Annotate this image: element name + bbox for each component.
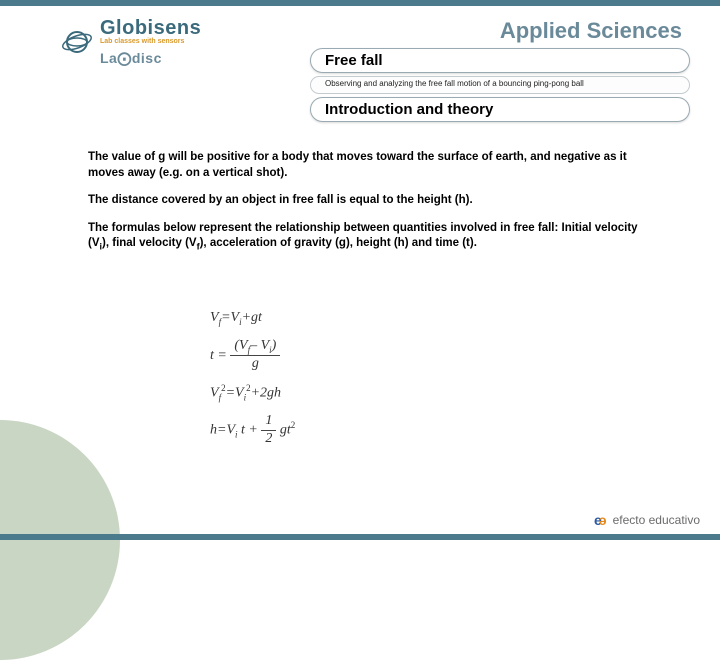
formula-1: Vf=Vi+gt — [210, 310, 295, 328]
subheading: Introduction and theory — [325, 101, 675, 118]
formula-2: t = (Vf– Vi) g — [210, 338, 295, 373]
footer-brand: efecto educativo — [613, 513, 700, 527]
ee-icon: eə — [594, 512, 607, 528]
brand-product: La⨀disc — [100, 51, 201, 65]
footer-logo: eə efecto educativo — [594, 512, 700, 528]
paragraph-3: The formulas below represent the relatio… — [88, 221, 660, 253]
section-label: Applied Sciences — [310, 18, 690, 44]
formula-3: Vf2=Vi2+2gh — [210, 383, 295, 403]
paragraph-1: The value of g will be positive for a bo… — [88, 150, 660, 181]
formula-4: h=Vi t + 1 2 gt2 — [210, 413, 295, 448]
footer-bar — [0, 534, 720, 540]
page-title: Free fall — [325, 52, 675, 69]
corner-decoration — [0, 420, 120, 660]
header-right: Applied Sciences Free fall Observing and… — [310, 18, 690, 125]
formula-block: Vf=Vi+gt t = (Vf– Vi) g Vf2=Vi2+2gh h=Vi… — [210, 310, 295, 458]
title-pill: Free fall — [310, 48, 690, 73]
body-content: The value of g will be positive for a bo… — [88, 150, 660, 265]
brand-logo: Globisens Lab classes with sensors La⨀di… — [60, 18, 201, 65]
brand-name: Globisens — [100, 18, 201, 38]
top-bar — [0, 0, 720, 6]
globe-icon — [60, 25, 94, 59]
brand-tagline: Lab classes with sensors — [100, 38, 201, 45]
subheading-pill: Introduction and theory — [310, 97, 690, 122]
paragraph-2: The distance covered by an object in fre… — [88, 193, 660, 209]
subtitle-pill: Observing and analyzing the free fall mo… — [310, 76, 690, 94]
